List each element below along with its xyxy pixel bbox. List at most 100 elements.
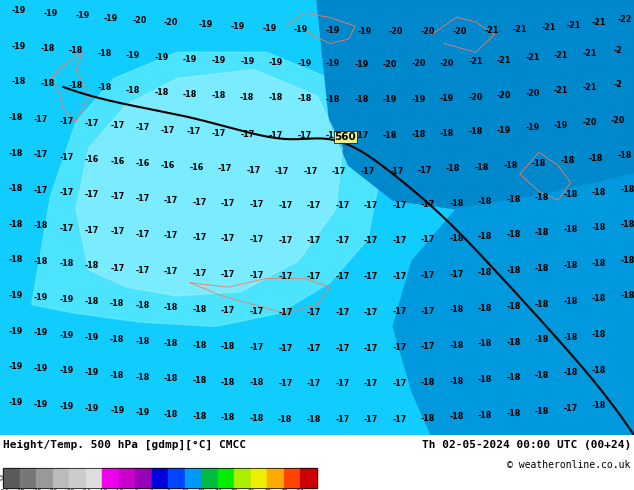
Text: -18: -18 bbox=[507, 373, 521, 382]
Text: -48: -48 bbox=[14, 489, 25, 490]
Text: -18: -18 bbox=[507, 338, 521, 346]
Text: 30: 30 bbox=[231, 489, 238, 490]
Text: -18: -18 bbox=[0, 218, 1, 227]
Text: -17: -17 bbox=[250, 271, 264, 280]
Text: -17: -17 bbox=[34, 150, 48, 159]
Text: -18: -18 bbox=[9, 220, 23, 229]
Text: -20: -20 bbox=[469, 93, 482, 101]
Text: -17: -17 bbox=[335, 272, 349, 281]
Text: -17: -17 bbox=[335, 201, 349, 210]
Text: -17: -17 bbox=[392, 272, 406, 281]
Text: -18: -18 bbox=[250, 414, 264, 423]
Text: -18: -18 bbox=[164, 410, 178, 419]
Text: -20: -20 bbox=[164, 18, 178, 27]
Text: -18: -18 bbox=[535, 371, 549, 380]
Text: -19: -19 bbox=[383, 95, 397, 104]
Text: -17: -17 bbox=[278, 308, 292, 317]
Text: -21: -21 bbox=[583, 49, 597, 58]
Text: -21: -21 bbox=[541, 23, 555, 32]
Text: -17: -17 bbox=[364, 308, 378, 317]
Text: -17: -17 bbox=[221, 199, 235, 208]
Text: -19: -19 bbox=[34, 293, 48, 302]
Text: -18: -18 bbox=[535, 300, 549, 309]
Text: -17: -17 bbox=[392, 343, 406, 352]
Text: -17: -17 bbox=[186, 127, 200, 136]
Text: -19: -19 bbox=[326, 26, 340, 35]
Text: -17: -17 bbox=[278, 379, 292, 388]
Text: -19: -19 bbox=[9, 291, 23, 300]
Text: -18: -18 bbox=[85, 261, 99, 270]
Text: -18: -18 bbox=[221, 413, 235, 422]
Text: -20: -20 bbox=[526, 89, 540, 98]
Text: -18: -18 bbox=[193, 412, 207, 421]
Polygon shape bbox=[317, 0, 634, 209]
Text: -17: -17 bbox=[275, 167, 289, 175]
Text: 12: 12 bbox=[181, 489, 188, 490]
Text: -19: -19 bbox=[0, 325, 1, 334]
Text: -17: -17 bbox=[60, 223, 74, 232]
Text: -18: -18 bbox=[507, 230, 521, 239]
Text: -18: -18 bbox=[507, 409, 521, 418]
Text: -18: -18 bbox=[478, 339, 492, 348]
Text: -19: -19 bbox=[294, 25, 308, 34]
Text: -21: -21 bbox=[484, 26, 498, 35]
Text: -18: -18 bbox=[450, 234, 463, 243]
Text: -19: -19 bbox=[60, 402, 74, 411]
Text: -21: -21 bbox=[513, 24, 527, 34]
Text: -17: -17 bbox=[218, 164, 232, 173]
Text: -19: -19 bbox=[60, 366, 74, 375]
Text: -16: -16 bbox=[161, 161, 175, 171]
Text: -17: -17 bbox=[85, 226, 99, 235]
Text: -17: -17 bbox=[335, 379, 349, 388]
Text: -18: -18 bbox=[589, 154, 603, 163]
Text: -19: -19 bbox=[0, 397, 1, 406]
Text: -18: -18 bbox=[621, 220, 634, 229]
Text: -17: -17 bbox=[450, 270, 463, 279]
Text: -18: -18 bbox=[212, 91, 226, 100]
Text: -17: -17 bbox=[421, 271, 435, 280]
Text: -18: -18 bbox=[564, 225, 578, 234]
Text: -18: -18 bbox=[450, 377, 463, 386]
Text: -17: -17 bbox=[278, 201, 292, 210]
Text: -18: -18 bbox=[193, 341, 207, 349]
Text: -30: -30 bbox=[63, 489, 75, 490]
Text: -18: -18 bbox=[0, 112, 1, 121]
Text: -20: -20 bbox=[133, 16, 146, 25]
Text: -17: -17 bbox=[421, 235, 435, 244]
Text: -17: -17 bbox=[110, 121, 124, 130]
Text: -17: -17 bbox=[250, 343, 264, 352]
Text: -19: -19 bbox=[104, 14, 118, 23]
Text: -18: -18 bbox=[621, 292, 634, 300]
Text: -18: -18 bbox=[12, 77, 26, 86]
Text: -19: -19 bbox=[12, 42, 26, 51]
Text: -18: -18 bbox=[0, 147, 1, 156]
Text: -18: -18 bbox=[564, 297, 578, 306]
Text: -54: -54 bbox=[0, 489, 9, 490]
Text: -21: -21 bbox=[469, 57, 482, 66]
Text: -19: -19 bbox=[75, 11, 89, 20]
Text: -18: -18 bbox=[507, 302, 521, 311]
Text: -17: -17 bbox=[421, 343, 435, 351]
Text: -19: -19 bbox=[326, 59, 340, 69]
Text: -18: -18 bbox=[96, 489, 108, 490]
Text: -20: -20 bbox=[583, 118, 597, 127]
Text: -18: -18 bbox=[269, 94, 283, 102]
Text: -17: -17 bbox=[361, 167, 375, 176]
Text: -18: -18 bbox=[535, 193, 549, 202]
Text: -21: -21 bbox=[567, 21, 581, 30]
Text: -19: -19 bbox=[554, 121, 568, 130]
Text: -17: -17 bbox=[392, 415, 406, 423]
Text: -19: -19 bbox=[262, 24, 276, 33]
Text: -20: -20 bbox=[421, 27, 435, 36]
Text: -18: -18 bbox=[110, 299, 124, 308]
Text: -19: -19 bbox=[110, 406, 124, 415]
Text: -17: -17 bbox=[392, 201, 406, 210]
Text: -18: -18 bbox=[126, 86, 140, 95]
Text: -18: -18 bbox=[278, 415, 292, 424]
Text: -18: -18 bbox=[564, 368, 578, 377]
Text: -19: -19 bbox=[85, 368, 99, 377]
Text: -18: -18 bbox=[155, 88, 169, 97]
Bar bbox=[36, 468, 53, 488]
Text: -18: -18 bbox=[478, 197, 492, 206]
Bar bbox=[251, 468, 268, 488]
